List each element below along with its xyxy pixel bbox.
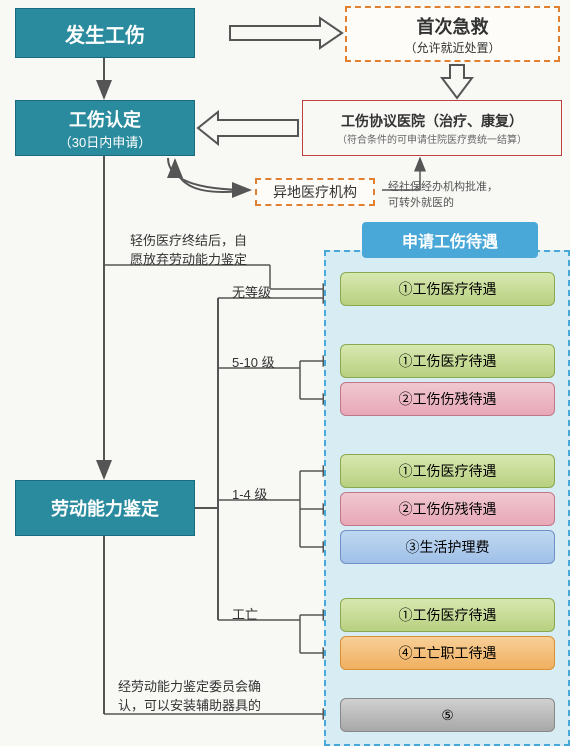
- benefit-2-text: ①工伤医疗待遇: [399, 351, 497, 371]
- benefit-7: ①工伤医疗待遇: [340, 598, 555, 632]
- benefit-7-text: ①工伤医疗待遇: [399, 605, 497, 625]
- agreement-title: 工伤协议医院（治疗、康复）: [341, 111, 523, 131]
- benefit-3: ②工伤伤残待遇: [340, 382, 555, 416]
- benefit-6: ③生活护理费: [340, 530, 555, 564]
- firstaid-title: 首次急救: [417, 13, 489, 39]
- benefit-3-text: ②工伤伤残待遇: [399, 389, 497, 409]
- label-death: 工亡: [232, 604, 258, 623]
- node-agreement: 工伤协议医院（治疗、康复） （符合条件的可申请住院医疗费统一结算）: [302, 100, 562, 156]
- remote-text: 异地医疗机构: [273, 182, 357, 202]
- label-nograde: 无等级: [232, 282, 271, 301]
- recognize-sub: （30日内申请）: [59, 132, 151, 151]
- benefit-1-text: ①工伤医疗待遇: [399, 279, 497, 299]
- benefit-8: ④工亡职工待遇: [340, 636, 555, 670]
- remote-note: 经社保经办机构批准， 可转外就医的: [388, 178, 518, 210]
- node-injury: 发生工伤: [15, 8, 195, 58]
- node-injury-text: 发生工伤: [65, 19, 145, 48]
- label-g510: 5-10 级: [232, 352, 275, 371]
- benefit-9-text: ⑤: [441, 707, 454, 724]
- benefit-9: ⑤: [340, 698, 555, 732]
- assess-text: 劳动能力鉴定: [51, 495, 159, 521]
- node-firstaid: 首次急救 （允许就近处置）: [345, 6, 560, 62]
- firstaid-sub: （允许就近处置）: [404, 39, 500, 56]
- node-remote: 异地医疗机构: [255, 178, 375, 206]
- benefit-8-text: ④工亡职工待遇: [399, 643, 497, 663]
- benefit-2: ①工伤医疗待遇: [340, 344, 555, 378]
- label-aux: 经劳动能力鉴定委员会确 认，可以安装辅助器具的: [118, 676, 298, 714]
- node-recognize: 工伤认定 （30日内申请）: [15, 100, 195, 156]
- label-g14: 1-4 级: [232, 484, 267, 503]
- recognize-title: 工伤认定: [69, 106, 141, 132]
- benefit-5: ②工伤伤残待遇: [340, 492, 555, 526]
- benefit-6-text: ③生活护理费: [406, 537, 490, 557]
- benefit-1: ①工伤医疗待遇: [340, 272, 555, 306]
- benefit-5-text: ②工伤伤残待遇: [399, 499, 497, 519]
- panel-title: 申请工伤待遇: [362, 222, 538, 258]
- label-voluntary: 轻伤医疗终结后，自 愿放弃劳动能力鉴定: [130, 230, 280, 268]
- benefit-4-text: ①工伤医疗待遇: [399, 461, 497, 481]
- agreement-sub: （符合条件的可申请住院医疗费统一结算）: [337, 131, 527, 146]
- node-assess: 劳动能力鉴定: [15, 480, 195, 536]
- benefit-4: ①工伤医疗待遇: [340, 454, 555, 488]
